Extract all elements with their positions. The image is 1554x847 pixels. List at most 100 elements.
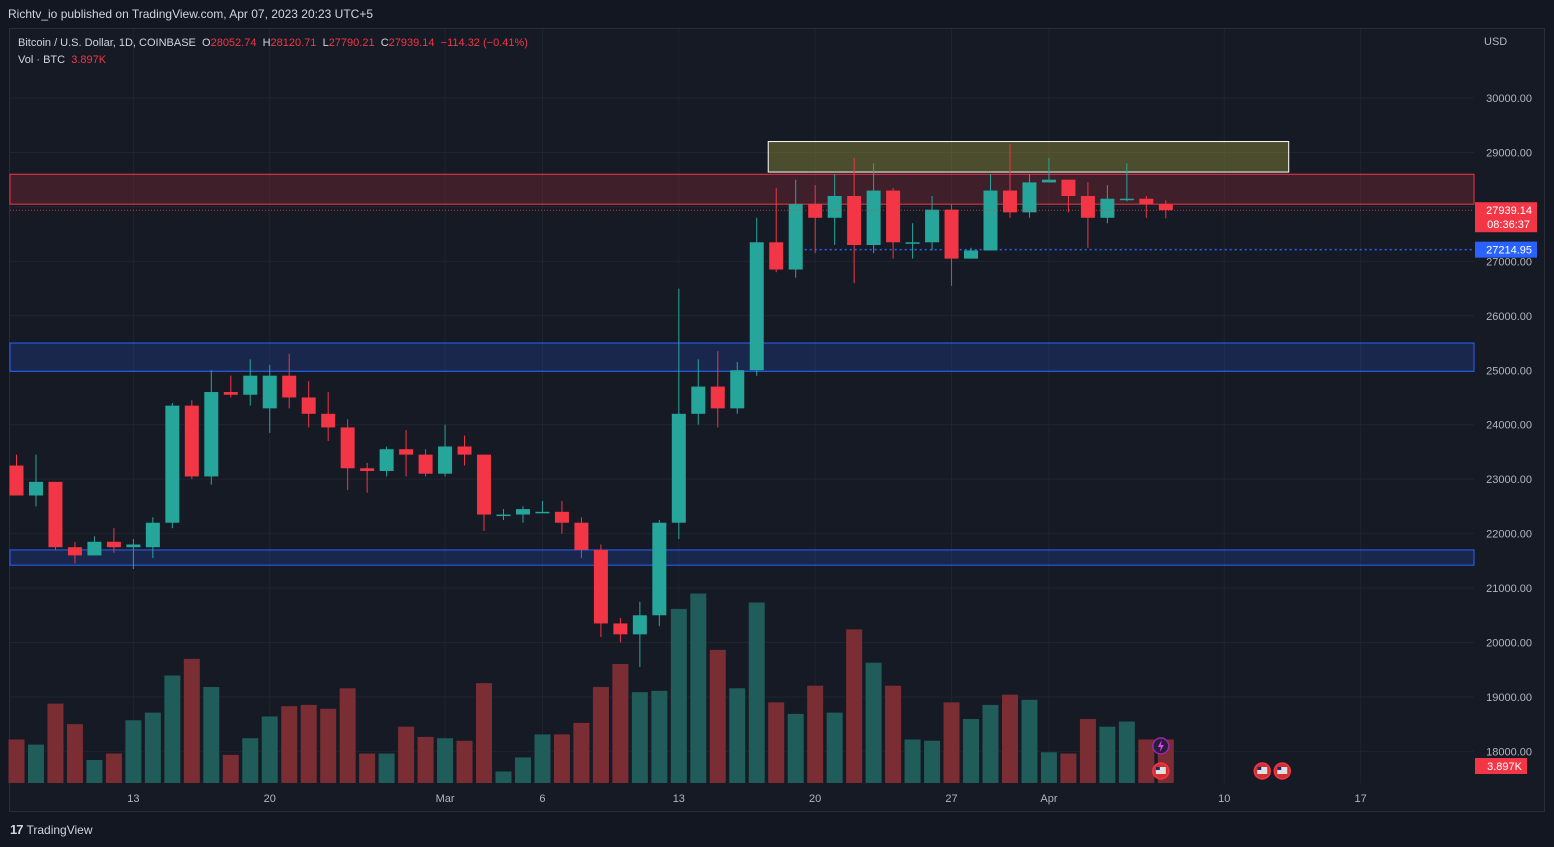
volume-bar [105,753,122,783]
candle [886,190,901,243]
low-value: 27790.21 [328,37,375,49]
volume-bar [125,720,142,783]
high-label: H [262,37,271,49]
y-tick-label: 23000.00 [1486,474,1532,486]
candle [496,514,511,517]
x-tick-label: 17 [1354,793,1366,805]
candle [165,405,180,523]
volume-bar [476,683,493,783]
candle [67,547,82,556]
red-zone [9,173,1475,205]
y-tick-label: 29000.00 [1486,147,1532,159]
candle [477,454,492,515]
candle [632,615,647,635]
volume-bar [553,734,570,783]
candle [1061,179,1076,197]
volume-bar [1001,694,1018,783]
high-value: 28120.71 [270,37,317,49]
candle [1041,179,1056,183]
volume-bar [1099,726,1116,783]
tradingview-logo[interactable]: 17 TradingView [10,822,93,837]
volume-bar [86,759,103,783]
volume-bar [592,687,609,783]
open-value: 28052.74 [210,37,257,49]
volume-bar [709,649,726,783]
level-badge [1475,241,1537,258]
volume-bar [164,675,181,783]
volume-bar [670,608,687,783]
candle [808,204,823,218]
x-tick-label: 20 [809,793,821,805]
candle [1119,198,1134,201]
candle [574,522,589,550]
published-text: Richtv_io published on TradingView.com, … [8,7,374,21]
candle [418,454,433,474]
volume-bar [924,740,941,783]
close-label: C [380,37,389,49]
volume-bar [222,754,239,783]
volume-bar [281,706,298,783]
volume-legend: Vol · BTC 3.897K [18,52,528,69]
bottom-bar [0,812,1554,847]
candle [983,190,998,251]
y-tick-label: 27000.00 [1486,256,1532,268]
yellow-zone [767,141,1290,173]
volume-bar [261,716,278,783]
candle [866,190,881,246]
volume-bar [378,753,395,783]
candle [106,541,121,548]
candle [204,392,219,477]
candle [925,209,940,243]
volume-bar [573,722,590,783]
candle [28,481,43,496]
candle [48,481,63,548]
candle [1139,198,1154,205]
y-tick-label: 25000.00 [1486,365,1532,377]
candle [905,242,920,244]
volume-bar [768,702,785,783]
volume-bar [300,704,317,783]
volume-bar [787,713,804,783]
candle [340,427,355,469]
volume-bar [320,708,337,783]
candle [184,405,199,477]
volume-bar [963,719,980,783]
x-tick-label: 13 [673,793,685,805]
x-tick-label: 27 [945,793,957,805]
candle [321,413,336,428]
countdown-label: 08:36:37 [1487,219,1530,231]
candle [1002,190,1017,213]
symbol-label: Bitcoin / U.S. Dollar, 1D, COINBASE [18,37,196,49]
volume-bar [8,739,25,783]
volume-bar [612,663,629,783]
candle [87,541,102,556]
tradingview-logo-icon: 17 [10,822,24,837]
y-tick-label: 26000.00 [1486,311,1532,323]
candle [827,196,842,218]
volume-bar [203,687,220,783]
volume-bar [183,658,200,783]
volume-bar [651,690,668,783]
volume-bar [904,739,921,783]
us-flag-canton [1155,767,1160,770]
volume-last-label: 3.897K [1487,761,1523,773]
volume-bar [27,744,44,783]
y-tick-label: 24000.00 [1486,420,1532,432]
x-tick-label: 13 [127,793,139,805]
candle [438,446,453,474]
candle [1080,196,1095,218]
x-tick-label: Apr [1040,793,1057,805]
close-value: 27939.14 [388,37,435,49]
volume-bar [456,740,473,783]
candle [301,397,316,414]
last-price-badge [1475,202,1537,233]
candle [769,242,784,270]
x-tick-label: 20 [264,793,276,805]
y-tick-label: 22000.00 [1486,529,1532,541]
candle [262,375,277,409]
candle [379,449,394,471]
volume-bar [359,753,376,783]
x-tick-label: 10 [1218,793,1230,805]
us-flag-glyph [1277,767,1288,774]
